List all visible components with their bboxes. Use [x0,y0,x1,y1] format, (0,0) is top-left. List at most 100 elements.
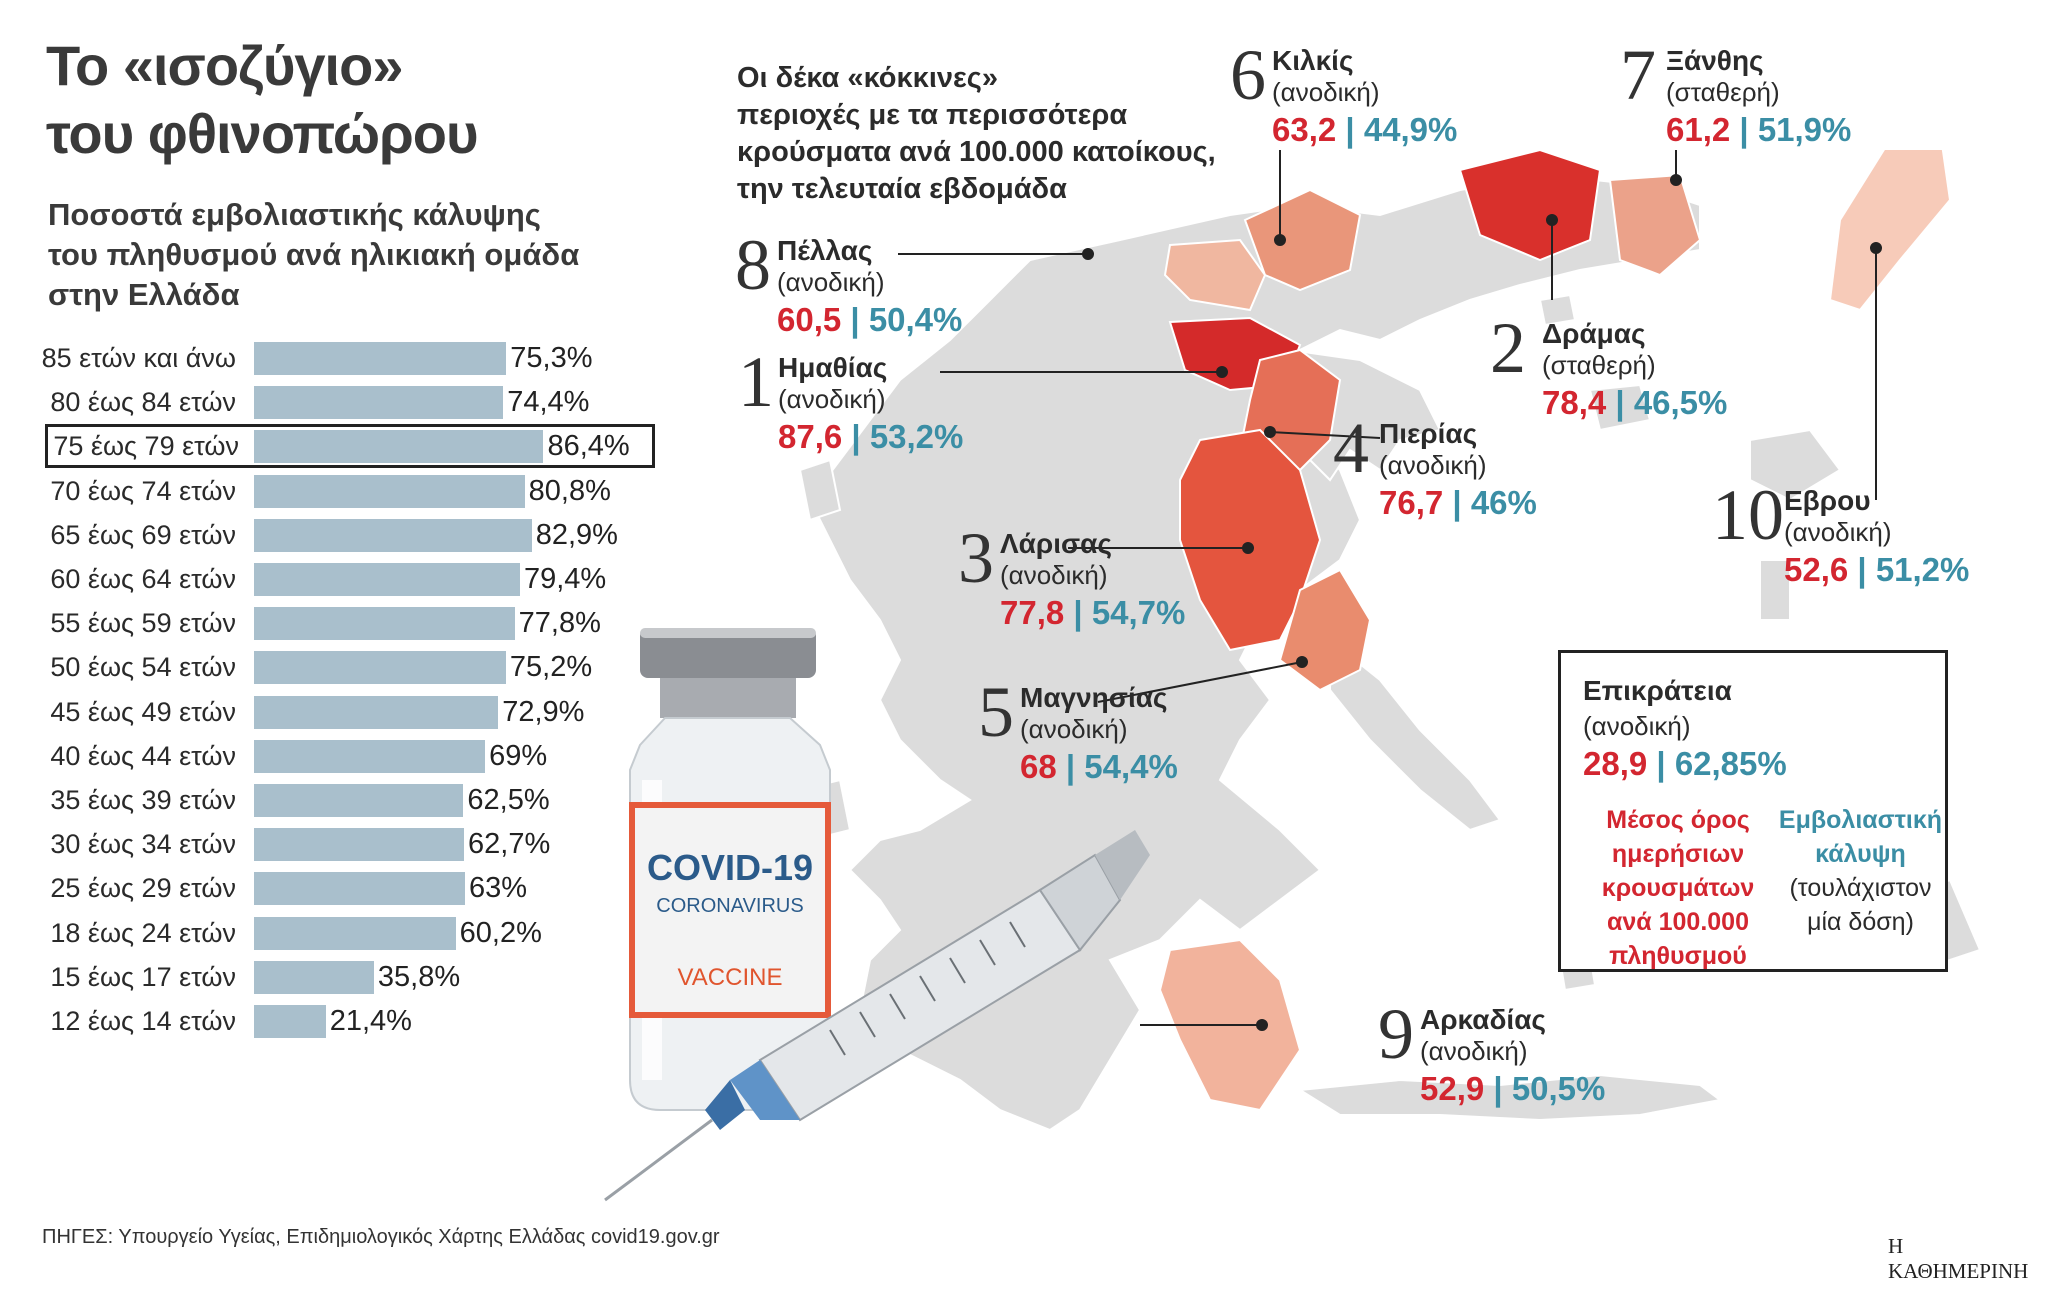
bar [254,828,465,862]
syringe-icon [604,830,1150,1202]
region-coverage: 50,5% [1511,1070,1606,1107]
bar [254,916,456,950]
region-values: 61,2 | 51,9% [1666,111,1851,149]
age-coverage-bar-chart: 85 ετών και άνω 75,3% 80 έως 84 ετών 74,4% 7… [40,336,660,1051]
bar-value-label: 21,4% [329,1005,412,1037]
bar-row: 18 έως 24 ετών 60,2% [40,911,660,955]
region-coverage: 54,4% [1084,748,1178,785]
region-name: Δράμας [1542,318,1646,349]
bar [254,739,486,773]
region-coverage: 50,4% [868,301,963,338]
region-coverage: 46,5% [1633,384,1728,421]
region-trend: (ανοδική) [778,384,886,414]
bar-value-label: 75,3% [510,342,593,374]
region-separator: | [1606,384,1634,421]
region-coverage: 51,2% [1875,551,1970,588]
legend-label-coverage-note: (τουλάχιστον μία δόση) [1789,874,1932,936]
region-separator: | [842,418,870,455]
region-cases: 78,4 [1542,384,1607,421]
chart-subtitle: Ποσοστά εμβολιαστικής κάλυψης του πληθυσ… [48,195,579,315]
region-rank: 8 [735,225,771,305]
region-name: Αρκαδίας [1420,1004,1546,1035]
region-trend: (ανοδική) [1000,560,1108,590]
region-cases: 68 [1020,748,1057,785]
legend-box-values: 28,9 | 62,85% [1583,745,1787,783]
map-corfu [798,458,842,522]
bar-category-label: 85 ετών και άνω [41,343,236,373]
bar-value-label: 60,2% [459,916,542,949]
map-heading-line-4: την τελευταία εβδομάδα [737,173,1067,205]
vaccine-illustration: COVID-19 CORONAVIRUS VACCINE [604,628,1150,1202]
vial-text-covid: COVID-19 [647,847,813,888]
map-region-kilkis [1243,188,1362,292]
bar-category-label: 30 έως 34 ετών [50,829,236,860]
bar-category-label: 65 έως 69 ετών [50,519,236,550]
bar-row: 70 έως 74 ετών 80,8% [40,469,660,513]
region-separator: | [841,301,869,338]
bar-category-label: 15 έως 17 ετών [50,961,236,992]
region-trend: (ανοδική) [1784,517,1892,547]
region-rank: 1 [738,342,774,422]
bar [254,607,515,641]
bar [254,784,464,817]
subtitle-line-3: στην Ελλάδα [48,277,240,312]
bar [254,342,507,375]
bar [254,563,520,596]
region-trend: (ανοδική) [1020,714,1128,744]
bar-row: 35 έως 39 ετών 62,5% [40,778,660,822]
subtitle-line-2: του πληθυσμού ανά ηλικιακή ομάδα [48,237,580,272]
title-line-1: Το «ισοζύγιο» [46,34,403,97]
map-crete [1296,1073,1723,1122]
bar-value-label: 86,4% [547,430,630,463]
bar-row: 25 έως 29 ετών 63% [40,866,660,910]
region-values: 68 | 54,4% [1020,748,1178,786]
bar-row: 30 έως 34 ετών 62,7% [40,822,660,866]
legend-box-cases: 28,9 [1583,745,1648,782]
chart-title: Το «ισοζύγιο» του φθινοπώρου [46,32,479,168]
region-coverage: 54,7% [1091,594,1186,631]
legend-box-trend: (ανοδική) [1583,711,1691,741]
region-coverage: 53,2% [869,418,964,455]
bar-category-label: 55 έως 59 ετών [50,608,236,639]
region-trend: (ανοδική) [777,267,885,297]
bar-row: 15 έως 17 ετών 35,8% [40,955,660,999]
title-line-2: του φθινοπώρου [46,102,479,165]
region-trend: (ανοδική) [1272,77,1380,107]
region-trend: (ανοδική) [1420,1036,1528,1066]
legend-box-title: Επικράτεια [1583,675,1732,706]
bar-value-label: 77,8% [518,607,601,640]
bar-value-label: 35,8% [377,960,461,993]
region-cases: 63,2 [1272,111,1337,148]
vial-text-vaccine: VACCINE [678,964,783,991]
region-values: 76,7 | 46% [1379,484,1537,522]
bar [254,518,532,552]
region-values: 52,9 | 50,5% [1420,1070,1605,1108]
region-rank: 5 [978,672,1014,752]
region-values: 52,6 | 51,2% [1784,551,1969,589]
bar-row: 80 έως 84 ετών 74,4% [40,380,660,424]
bar [254,430,544,464]
region-name: Λάρισας [1000,528,1112,559]
region-separator: | [1484,1070,1512,1107]
map-heading-line-3: κρούσματα ανά 100.000 κατοίκους, [737,136,1216,168]
bar-category-label: 50 έως 54 ετών [50,652,236,683]
bar-category-label: 40 έως 44 ετών [50,740,236,771]
bar [254,1005,326,1038]
region-coverage: 51,9% [1757,111,1852,148]
map-region-larisas [1179,428,1322,652]
region-values: 87,6 | 53,2% [778,418,963,456]
vial-text-coronavirus: CORONAVIRUS [656,895,803,917]
bar-row: 45 έως 49 ετών 72,9% [40,690,660,734]
legend-box-separator: | [1656,745,1666,782]
map-region-dramas [1458,150,1602,262]
region-separator: | [1064,594,1092,631]
legend-label-cases: Μέσος όρος ημερήσιων κρουσμάτων ανά 100.… [1601,806,1755,970]
bar-category-label: 45 έως 49 ετών [50,696,236,727]
bar-category-label: 70 έως 74 ετών [50,475,236,506]
region-rank: 6 [1230,35,1266,115]
bar-value-label: 82,9% [535,518,618,551]
region-rank: 9 [1378,994,1414,1074]
bar-value-label: 74,4% [507,386,590,419]
region-name: Ημαθίας [778,352,888,383]
region-cases: 61,2 [1666,111,1731,148]
